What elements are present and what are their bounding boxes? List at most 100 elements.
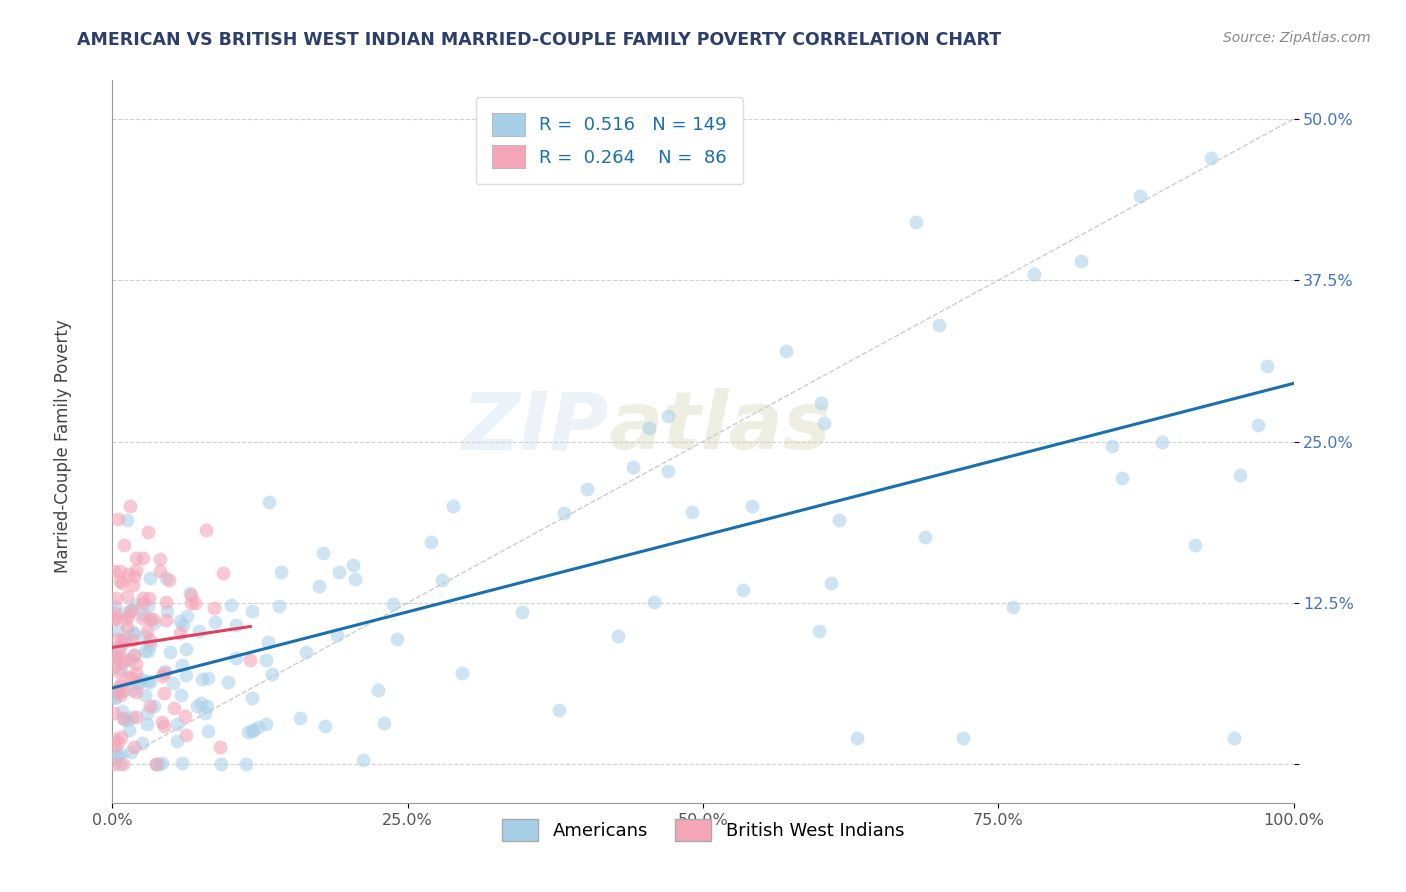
Point xyxy=(387,632,409,646)
Point xyxy=(135,717,157,731)
Point xyxy=(114,606,136,620)
Point xyxy=(153,686,176,700)
Point xyxy=(328,565,350,579)
Point xyxy=(104,612,127,626)
Point xyxy=(121,710,143,724)
Point xyxy=(107,685,129,699)
Text: AMERICAN VS BRITISH WEST INDIAN MARRIED-COUPLE FAMILY POVERTY CORRELATION CHART: AMERICAN VS BRITISH WEST INDIAN MARRIED-… xyxy=(77,31,1001,49)
Point xyxy=(125,685,148,699)
Point xyxy=(136,644,159,658)
Point xyxy=(145,757,167,772)
Point xyxy=(122,624,145,639)
Point xyxy=(643,595,665,609)
Point xyxy=(179,586,201,600)
Point xyxy=(1129,189,1152,203)
Point xyxy=(638,421,661,435)
Point xyxy=(1101,439,1123,453)
Point xyxy=(153,666,176,681)
Point xyxy=(157,574,180,588)
Point xyxy=(547,703,569,717)
Point xyxy=(262,666,284,681)
Point xyxy=(219,598,242,612)
Point xyxy=(107,735,129,749)
Point xyxy=(1229,467,1251,482)
Point xyxy=(115,713,138,727)
Point xyxy=(681,505,703,519)
Point xyxy=(108,665,131,679)
Point xyxy=(145,757,167,772)
Point xyxy=(104,731,127,746)
Point xyxy=(110,730,132,744)
Point xyxy=(121,632,143,647)
Point xyxy=(225,650,247,665)
Point xyxy=(197,723,219,738)
Point xyxy=(125,550,148,565)
Point xyxy=(143,698,166,713)
Point xyxy=(1070,253,1092,268)
Point xyxy=(290,711,312,725)
Point xyxy=(187,624,209,639)
Point xyxy=(209,739,232,754)
Point xyxy=(125,657,148,671)
Point xyxy=(1256,359,1278,373)
Point xyxy=(110,633,132,648)
Point xyxy=(103,757,125,772)
Point xyxy=(254,653,277,667)
Point xyxy=(103,690,125,704)
Point xyxy=(1001,599,1024,614)
Point xyxy=(121,603,143,617)
Point xyxy=(131,611,153,625)
Point xyxy=(108,679,131,693)
Point xyxy=(820,576,842,591)
Point xyxy=(104,652,127,666)
Point xyxy=(510,605,533,619)
Point xyxy=(269,599,291,614)
Point xyxy=(120,603,142,617)
Point xyxy=(132,596,155,610)
Point xyxy=(104,606,127,620)
Point xyxy=(152,714,174,729)
Point xyxy=(143,615,166,630)
Point xyxy=(952,731,974,746)
Point xyxy=(132,591,155,606)
Point xyxy=(606,629,628,643)
Point xyxy=(139,699,162,714)
Point xyxy=(810,396,832,410)
Point xyxy=(115,513,138,527)
Point xyxy=(104,739,127,753)
Legend: Americans, British West Indians: Americans, British West Indians xyxy=(495,812,911,848)
Point xyxy=(108,574,131,589)
Point xyxy=(129,672,152,686)
Point xyxy=(169,614,191,628)
Point xyxy=(420,535,443,549)
Point xyxy=(194,706,217,720)
Point xyxy=(733,583,755,598)
Point xyxy=(845,731,868,746)
Point xyxy=(139,632,162,647)
Point xyxy=(125,676,148,690)
Point xyxy=(166,717,188,731)
Point xyxy=(308,579,330,593)
Point xyxy=(212,566,235,580)
Point xyxy=(240,724,263,739)
Point xyxy=(807,624,830,638)
Point xyxy=(153,665,176,679)
Point xyxy=(828,513,851,527)
Point xyxy=(155,614,177,628)
Point xyxy=(118,723,141,738)
Point xyxy=(928,318,950,333)
Point xyxy=(352,753,374,767)
Point xyxy=(270,565,292,579)
Point xyxy=(184,596,207,610)
Point xyxy=(121,577,143,591)
Point xyxy=(1150,434,1173,449)
Point xyxy=(246,720,269,734)
Point xyxy=(112,634,135,648)
Point xyxy=(166,734,188,748)
Point xyxy=(195,523,218,537)
Point xyxy=(112,538,135,552)
Point xyxy=(156,604,179,618)
Point xyxy=(295,645,318,659)
Point xyxy=(134,629,156,643)
Point xyxy=(553,506,575,520)
